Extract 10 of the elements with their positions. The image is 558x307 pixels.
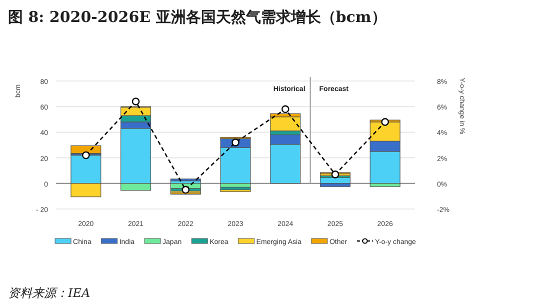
point bbox=[182, 186, 190, 194]
point bbox=[381, 118, 389, 126]
point bbox=[132, 98, 140, 106]
bar bbox=[270, 116, 301, 132]
chart-title: 图 8: 2020-2026E 亚洲各国天然气需求增长（bcm） bbox=[8, 8, 386, 26]
text: 资料来源：IEA bbox=[8, 286, 90, 300]
point bbox=[281, 105, 290, 114]
bar bbox=[70, 145, 102, 154]
point bbox=[331, 170, 340, 178]
point bbox=[82, 151, 90, 160]
